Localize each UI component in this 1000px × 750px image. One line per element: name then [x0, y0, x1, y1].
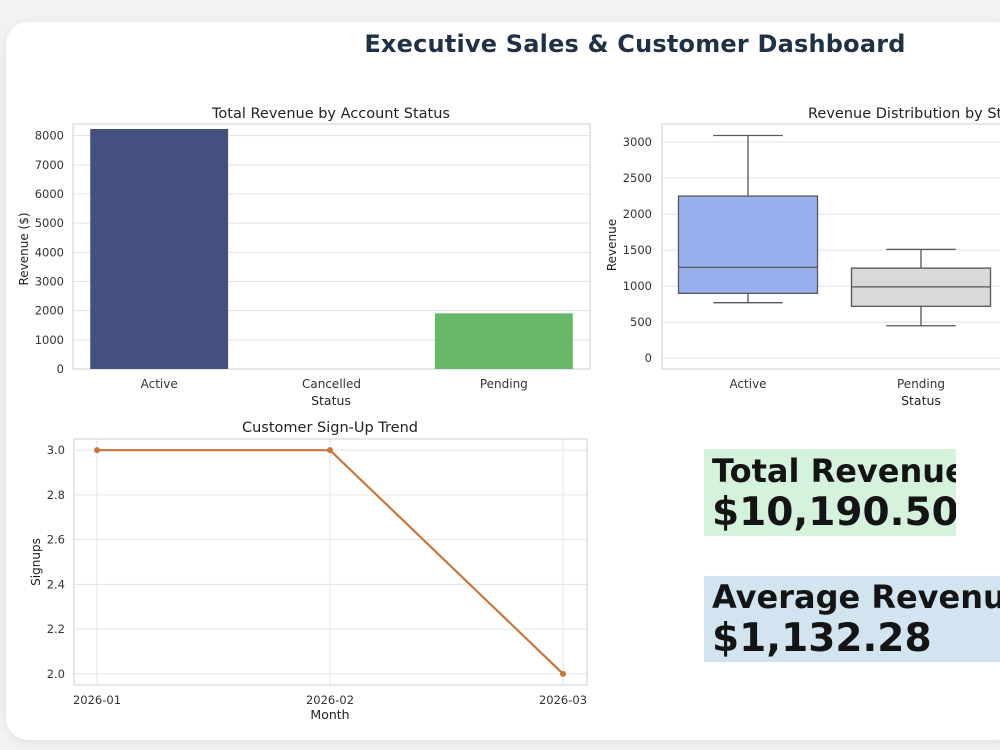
- x-axis-label: Status: [311, 393, 351, 408]
- page-title: Executive Sales & Customer Dashboard: [364, 30, 906, 58]
- data-point: [327, 447, 333, 454]
- y-tick-label: 8000: [35, 129, 64, 143]
- y-tick-label: 5000: [35, 216, 64, 230]
- revenue-by-status-bar-chart: Total Revenue by Account Status Status R…: [17, 106, 591, 408]
- chart-title: Customer Sign-Up Trend: [242, 420, 418, 436]
- y-tick-label: 2000: [623, 207, 652, 221]
- y-tick-label: 2000: [35, 304, 64, 318]
- y-tick-label: 1000: [623, 279, 652, 293]
- data-point: [560, 670, 566, 677]
- bar: [434, 313, 573, 369]
- revenue-distribution-box-plot: Revenue Distribution by St Status Revenu…: [605, 106, 1000, 408]
- x-axis-label: Month: [310, 707, 349, 722]
- box: [677, 195, 819, 294]
- data-point: [94, 447, 100, 454]
- kpi-value: $10,190.50: [712, 490, 956, 535]
- kpi-value: $1,132.28: [712, 616, 932, 661]
- plot-frame: [72, 123, 591, 370]
- y-tick-label: 2.0: [47, 667, 65, 681]
- y-tick-label: 0: [57, 362, 64, 376]
- y-tick-label: 2500: [623, 171, 652, 185]
- y-tick-label: 2.8: [47, 488, 65, 502]
- x-tick-label: Active: [141, 377, 178, 391]
- kpi-label: Total Revenue: [712, 452, 956, 490]
- average-revenue-kpi: Average Revenue $1,132.28: [704, 576, 1000, 662]
- y-tick-label: 3000: [35, 275, 64, 289]
- y-tick-label: 1000: [35, 333, 64, 347]
- y-tick-label: 500: [630, 315, 652, 329]
- signup-trend-line-chart: Customer Sign-Up Trend Month Signups 2.0…: [29, 420, 588, 722]
- x-tick-label: Active: [729, 377, 766, 391]
- y-tick-label: 6000: [35, 187, 64, 201]
- y-tick-label: 2.6: [47, 533, 65, 547]
- plot-frame: [73, 438, 588, 686]
- y-axis-label: Revenue ($): [17, 212, 31, 285]
- y-tick-label: 2.2: [47, 622, 65, 636]
- kpi-label: Average Revenue: [712, 578, 1000, 616]
- chart-title: Total Revenue by Account Status: [211, 106, 450, 122]
- x-tick-label: Cancelled: [302, 377, 361, 391]
- y-tick-label: 2.4: [47, 577, 65, 591]
- plot-frame: [661, 123, 1000, 370]
- total-revenue-kpi: Total Revenue $10,190.50: [704, 449, 956, 536]
- bar: [90, 128, 229, 369]
- y-tick-label: 4000: [35, 245, 64, 259]
- y-tick-label: 7000: [35, 158, 64, 172]
- y-tick-label: 1500: [623, 243, 652, 257]
- x-tick-label: Pending: [897, 377, 945, 391]
- y-tick-label: 3.0: [47, 443, 65, 457]
- chart-title: Revenue Distribution by St: [808, 106, 1000, 122]
- y-tick-label: 3000: [623, 135, 652, 149]
- x-tick-label: Pending: [480, 377, 528, 391]
- y-axis-label: Revenue: [605, 219, 619, 271]
- y-tick-label: 0: [645, 351, 652, 365]
- x-tick-label: 2026-03: [539, 693, 587, 707]
- x-tick-label: 2026-01: [73, 693, 121, 707]
- y-axis-label: Signups: [29, 538, 43, 586]
- x-tick-label: 2026-02: [306, 693, 354, 707]
- x-axis-label: Status: [901, 393, 941, 408]
